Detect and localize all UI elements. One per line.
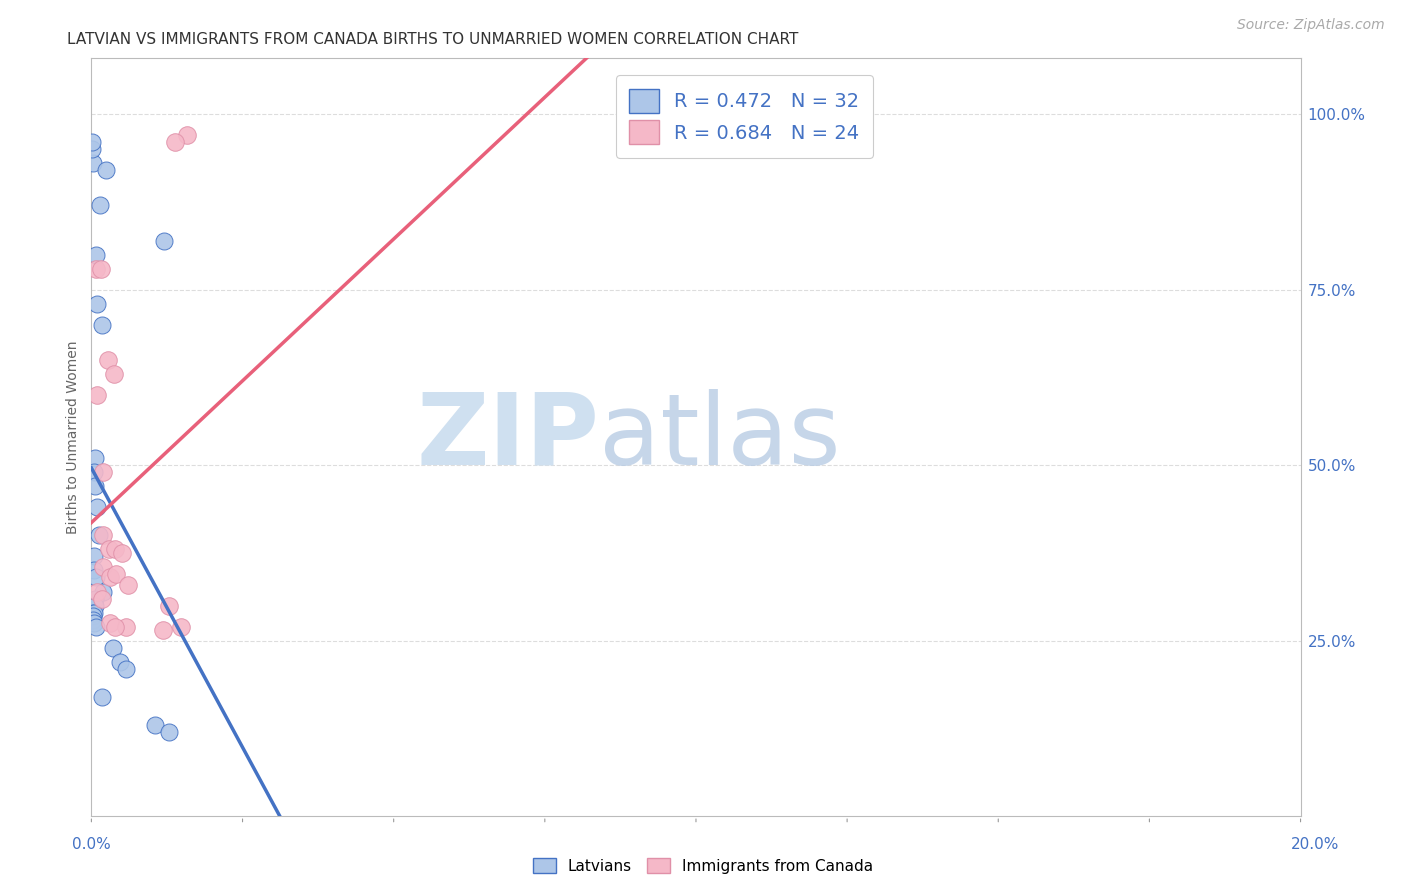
Text: LATVIAN VS IMMIGRANTS FROM CANADA BIRTHS TO UNMARRIED WOMEN CORRELATION CHART: LATVIAN VS IMMIGRANTS FROM CANADA BIRTHS… — [67, 32, 799, 47]
Point — [91, 591, 114, 606]
Text: atlas: atlas — [599, 389, 841, 485]
Point — [115, 662, 138, 676]
Point — [91, 465, 114, 479]
Point — [117, 577, 139, 591]
Text: 20.0%: 20.0% — [1291, 838, 1339, 852]
Text: 0.0%: 0.0% — [72, 838, 111, 852]
Point — [104, 542, 127, 557]
Point — [91, 528, 114, 542]
Legend: Latvians, Immigrants from Canada: Latvians, Immigrants from Canada — [526, 852, 880, 880]
Point — [83, 606, 105, 620]
Point — [170, 619, 193, 633]
Point — [90, 261, 112, 276]
Point — [176, 128, 198, 143]
Point — [152, 623, 174, 637]
Point — [80, 142, 103, 156]
Point — [86, 584, 108, 599]
Y-axis label: Births to Unmarried Women: Births to Unmarried Women — [66, 341, 80, 533]
Point — [84, 247, 107, 261]
Point — [157, 599, 180, 613]
Point — [82, 609, 104, 624]
Point — [83, 465, 105, 479]
Point — [110, 655, 132, 669]
Point — [82, 606, 104, 620]
Point — [98, 570, 121, 584]
Point — [104, 566, 127, 581]
Point — [86, 500, 108, 515]
Point — [91, 690, 114, 704]
Legend: R = 0.472   N = 32, R = 0.684   N = 24: R = 0.472 N = 32, R = 0.684 N = 24 — [616, 75, 873, 158]
Point — [84, 570, 107, 584]
Point — [84, 451, 107, 466]
Point — [82, 156, 104, 170]
Point — [84, 599, 107, 613]
Point — [111, 546, 132, 560]
Point — [83, 564, 105, 578]
Point — [94, 163, 117, 178]
Point — [83, 549, 105, 564]
Point — [91, 318, 114, 332]
Point — [143, 718, 166, 732]
Point — [84, 619, 107, 633]
Point — [89, 198, 111, 212]
Point — [98, 616, 121, 631]
Point — [91, 560, 114, 574]
Point — [86, 296, 108, 310]
Point — [84, 591, 107, 606]
Point — [93, 584, 115, 599]
Point — [101, 640, 124, 655]
Point — [84, 479, 107, 493]
Point — [104, 619, 127, 633]
Point — [84, 261, 107, 276]
Point — [80, 135, 103, 149]
Point — [103, 367, 125, 381]
Point — [97, 542, 120, 557]
Point — [115, 619, 138, 633]
Text: Source: ZipAtlas.com: Source: ZipAtlas.com — [1237, 18, 1385, 31]
Point — [157, 725, 180, 739]
Point — [163, 135, 186, 149]
Point — [82, 613, 104, 627]
Point — [97, 352, 120, 367]
Point — [83, 616, 105, 631]
Point — [89, 528, 111, 542]
Point — [153, 234, 176, 248]
Text: ZIP: ZIP — [416, 389, 599, 485]
Point — [86, 388, 108, 402]
